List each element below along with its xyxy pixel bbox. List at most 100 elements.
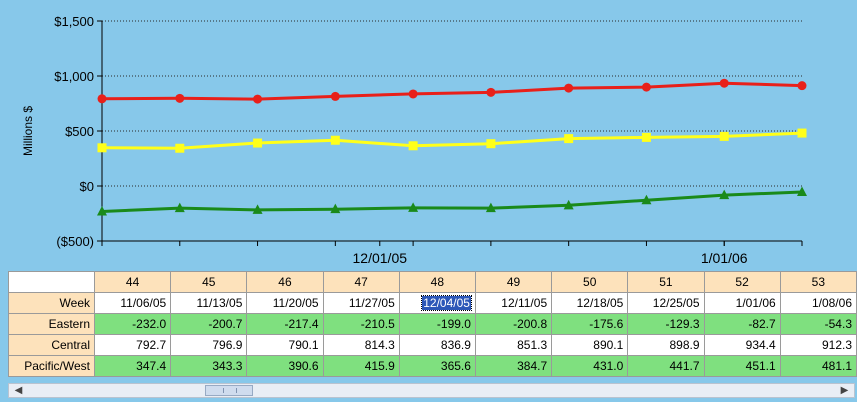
value-cell[interactable]: -210.5 bbox=[322, 313, 400, 335]
gridlines bbox=[102, 20, 802, 187]
date-cell[interactable]: 1/01/06 bbox=[703, 292, 781, 314]
x-tick-label: 12/01/05 bbox=[353, 250, 408, 266]
value-cell[interactable]: -217.4 bbox=[246, 313, 324, 335]
series-line bbox=[101, 81, 803, 101]
data-grid: 44 45 46 47 48 49 50 51 52 53 Week 11/06/05 11/13/05… bbox=[8, 271, 857, 381]
value-cell[interactable]: 431.0 bbox=[551, 355, 629, 377]
data-point bbox=[330, 135, 340, 145]
value-cell[interactable]: 451.1 bbox=[703, 355, 781, 377]
table-row: Week 11/06/05 11/13/05 11/20/05 11/27/05 12/0… bbox=[8, 292, 857, 314]
data-point bbox=[485, 202, 496, 213]
date-cell[interactable]: 12/25/05 bbox=[627, 292, 705, 314]
data-point bbox=[797, 81, 807, 91]
data-point bbox=[252, 204, 263, 214]
series-eastern bbox=[97, 186, 807, 216]
series-pacific-west bbox=[97, 128, 807, 153]
date-cell[interactable]: 11/27/05 bbox=[322, 292, 400, 314]
value-cell[interactable]: -82.7 bbox=[703, 313, 781, 335]
data-point bbox=[408, 202, 419, 212]
corner-cell[interactable] bbox=[8, 271, 95, 293]
row-header[interactable]: Central bbox=[8, 334, 95, 356]
table-row: Central 792.7 796.9 790.1 814.3 836.9 851.3 890… bbox=[8, 334, 857, 356]
data-point bbox=[486, 87, 496, 97]
value-cell[interactable]: 796.9 bbox=[170, 334, 248, 356]
date-cell[interactable]: 12/18/05 bbox=[551, 292, 629, 314]
value-cell[interactable]: 912.3 bbox=[779, 334, 857, 356]
data-point bbox=[253, 94, 263, 104]
y-tick-label: ($500) bbox=[56, 234, 94, 249]
value-cell[interactable]: 851.3 bbox=[474, 334, 553, 356]
value-cell[interactable]: 890.1 bbox=[551, 334, 629, 356]
value-cell[interactable]: 814.3 bbox=[322, 334, 400, 356]
date-cell[interactable]: 11/20/05 bbox=[246, 292, 324, 314]
y-tick-labels: ($500) $0 $500 $1,000 $1,500 bbox=[54, 14, 94, 249]
data-point bbox=[564, 83, 574, 93]
data-point bbox=[641, 82, 651, 92]
data-point bbox=[641, 132, 651, 142]
week-number-cell[interactable]: 47 bbox=[322, 271, 400, 293]
arrow-left-icon[interactable]: ◀ bbox=[14, 385, 23, 396]
value-cell[interactable]: 347.4 bbox=[93, 355, 172, 377]
value-cell[interactable]: 384.7 bbox=[474, 355, 553, 377]
row-header[interactable]: Pacific/West bbox=[8, 355, 95, 377]
series-central bbox=[97, 78, 807, 104]
week-number-cell[interactable]: 53 bbox=[779, 271, 857, 293]
value-cell[interactable]: 441.7 bbox=[627, 355, 705, 377]
value-cell[interactable]: 836.9 bbox=[398, 334, 476, 356]
value-cell[interactable]: -199.0 bbox=[398, 313, 476, 335]
date-cell[interactable]: 12/11/05 bbox=[474, 292, 553, 314]
data-point bbox=[797, 186, 807, 196]
arrow-right-icon[interactable]: ▶ bbox=[840, 385, 849, 396]
value-cell[interactable]: -54.3 bbox=[779, 313, 857, 335]
week-number-cell[interactable]: 48 bbox=[398, 271, 476, 293]
week-number-cell[interactable]: 46 bbox=[246, 271, 324, 293]
y-tick-label: $500 bbox=[65, 124, 94, 139]
value-cell[interactable]: 792.7 bbox=[93, 334, 172, 356]
value-cell[interactable]: 934.4 bbox=[703, 334, 781, 356]
date-cell[interactable]: 1/08/06 bbox=[779, 292, 857, 314]
value-cell[interactable]: 898.9 bbox=[627, 334, 705, 356]
week-number-cell[interactable]: 52 bbox=[703, 271, 781, 293]
date-cell[interactable]: 11/06/05 bbox=[93, 292, 172, 314]
value-cell[interactable]: -175.6 bbox=[551, 313, 629, 335]
date-cell[interactable]: 11/13/05 bbox=[170, 292, 248, 314]
value-cell[interactable]: 415.9 bbox=[322, 355, 400, 377]
data-point bbox=[408, 89, 418, 99]
data-point bbox=[330, 91, 340, 101]
value-cell[interactable]: 390.6 bbox=[246, 355, 324, 377]
row-header-week[interactable]: Week bbox=[8, 292, 95, 314]
axes bbox=[97, 20, 803, 246]
week-number-cell[interactable]: 50 bbox=[551, 271, 629, 293]
x-tick-label: 1/01/06 bbox=[701, 250, 748, 266]
value-cell[interactable]: 343.3 bbox=[170, 355, 248, 377]
data-point bbox=[174, 202, 185, 213]
horizontal-scrollbar[interactable]: ◀ ▶ bbox=[8, 383, 855, 398]
y-tick-label: $1,000 bbox=[54, 69, 94, 84]
value-cell[interactable]: -200.8 bbox=[474, 313, 553, 335]
row-header[interactable]: Eastern bbox=[8, 313, 95, 335]
data-point bbox=[175, 143, 185, 153]
data-point bbox=[97, 143, 107, 153]
scroll-thumb[interactable] bbox=[205, 385, 253, 396]
value-cell[interactable]: -129.3 bbox=[627, 313, 705, 335]
week-number-cell[interactable]: 51 bbox=[627, 271, 705, 293]
value-cell[interactable]: 365.6 bbox=[398, 355, 476, 377]
series-line bbox=[101, 131, 803, 150]
value-cell[interactable]: 481.1 bbox=[779, 355, 857, 377]
data-point bbox=[564, 134, 574, 144]
value-cell[interactable]: -200.7 bbox=[170, 313, 248, 335]
value-cell[interactable]: 790.1 bbox=[246, 334, 324, 356]
week-number-cell[interactable]: 45 bbox=[170, 271, 248, 293]
grip-icon bbox=[223, 388, 237, 393]
x-tick-labels: 12/01/05 1/01/06 bbox=[353, 250, 748, 266]
selected-date-text[interactable]: 12/04/05 bbox=[421, 295, 472, 311]
data-point bbox=[719, 78, 729, 88]
data-point bbox=[408, 141, 418, 151]
value-cell[interactable]: -232.0 bbox=[93, 313, 172, 335]
series bbox=[97, 78, 807, 216]
week-number-cell[interactable]: 49 bbox=[474, 271, 553, 293]
week-number-cell[interactable]: 44 bbox=[93, 271, 172, 293]
y-tick-label: $0 bbox=[80, 179, 94, 194]
data-point bbox=[486, 139, 496, 149]
date-cell-selected[interactable]: 12/04/05 bbox=[398, 292, 476, 314]
